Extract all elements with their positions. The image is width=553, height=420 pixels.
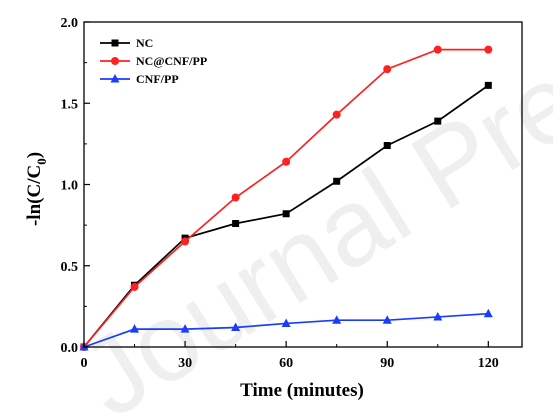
series-0-point [434, 117, 442, 125]
x-tick-label: 60 [279, 356, 293, 371]
series-1-point [433, 45, 442, 54]
y-tick-label: 0.5 [61, 260, 79, 275]
x-tick-label: 0 [81, 356, 88, 371]
series-1-point [231, 193, 240, 202]
series-2-point [281, 318, 291, 327]
series-0-point [484, 81, 492, 89]
y-axis-title-prefix: -ln(C/C [24, 165, 45, 226]
y-tick-label: 0.0 [61, 341, 79, 356]
series-2-point [433, 311, 443, 321]
series-2-point [332, 315, 342, 324]
series-1-point [282, 157, 291, 166]
series-1-point [383, 65, 392, 74]
series-1-point [181, 237, 190, 246]
legend-label-2: CNF/PP [136, 72, 179, 86]
series-1-point [130, 282, 139, 291]
legend-label-0: NC [136, 36, 153, 50]
legend-marker-1 [111, 57, 119, 65]
series-2-point [483, 308, 493, 318]
series-0-point [333, 177, 341, 185]
y-axis-title-subscript: 0 [34, 158, 49, 165]
series-2-point [231, 322, 241, 331]
legend-marker-0 [111, 39, 119, 47]
series-0-point [282, 210, 290, 218]
series-2-point [382, 315, 392, 324]
x-tick-label: 30 [178, 356, 192, 371]
series-2-point [130, 324, 140, 333]
y-axis-title: -ln(C/C0) [24, 152, 49, 226]
y-tick-label: 1.0 [61, 179, 79, 194]
y-axis-title-suffix: ) [24, 152, 45, 158]
x-tick-label: 90 [380, 356, 394, 371]
legend-label-1: NC@CNF/PP [136, 54, 207, 68]
series-1-point [484, 45, 493, 54]
series-0-point [383, 142, 391, 149]
series-0-point [232, 220, 240, 227]
y-tick-label: 2.0 [61, 16, 79, 31]
series-1-point [332, 110, 341, 119]
legend-marker-2 [110, 74, 120, 83]
x-axis-title: Time (minutes) [240, 380, 364, 401]
y-tick-label: 1.5 [61, 97, 79, 112]
series-2-point [180, 324, 190, 333]
watermark: Journal Pre-proof [59, 0, 553, 415]
x-tick-label: 120 [478, 356, 499, 371]
